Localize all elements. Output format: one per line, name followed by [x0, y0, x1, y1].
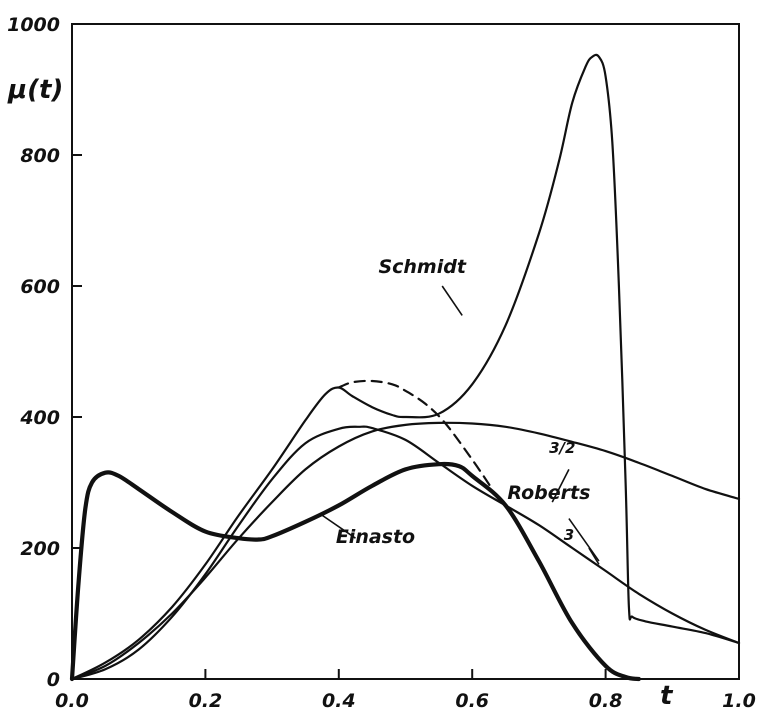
annotation-0: Schmidt [378, 256, 466, 278]
series-group [69, 53, 741, 682]
annotation-3: 3/2 [549, 439, 575, 457]
series-roberts-3-2 [70, 421, 741, 681]
y-tick-label-1: 200 [20, 538, 60, 560]
y-tick-label-4: 800 [20, 145, 60, 167]
y-ticks: 0 200 400 600 800 1000 [7, 14, 82, 691]
annotation-4: 3 [564, 526, 574, 544]
leader-3-2 [551, 469, 570, 503]
series-roberts-3 [70, 425, 741, 681]
x-axis-label: t [660, 681, 674, 711]
x-tick-label-2: 0.4 [322, 690, 356, 712]
y-tick-label-0: 0 [47, 669, 60, 691]
y-axis-label: μ(t) [7, 75, 63, 105]
plot-frame [71, 23, 740, 680]
y-tick-label-5: 1000 [7, 14, 60, 36]
series-dashed-extension [337, 379, 494, 491]
annotation-2: Roberts [507, 482, 590, 504]
x-tick-label-1: 0.2 [189, 690, 223, 712]
x-tick-label-5: 1.0 [722, 690, 756, 712]
leader-schmidt [441, 285, 463, 316]
annotations: Schmidt Einasto Roberts 3/2 3 [336, 256, 591, 548]
series-einasto [69, 461, 641, 682]
x-tick-label-4: 0.8 [589, 690, 623, 712]
y-tick-label-3: 600 [20, 276, 60, 298]
x-tick-label-3: 0.6 [455, 690, 489, 712]
x-tick-label-0: 0.0 [55, 690, 89, 712]
series-schmidt [70, 53, 741, 681]
leader-roberts-3 [568, 518, 600, 562]
leader-lines [321, 285, 600, 565]
x-ticks: 0.0 0.2 0.4 0.6 0.8 1.0 [55, 669, 756, 712]
leader-einasto [321, 514, 356, 539]
leader-3 [588, 547, 600, 565]
y-tick-label-2: 400 [19, 407, 60, 429]
annotation-1: Einasto [336, 526, 415, 548]
